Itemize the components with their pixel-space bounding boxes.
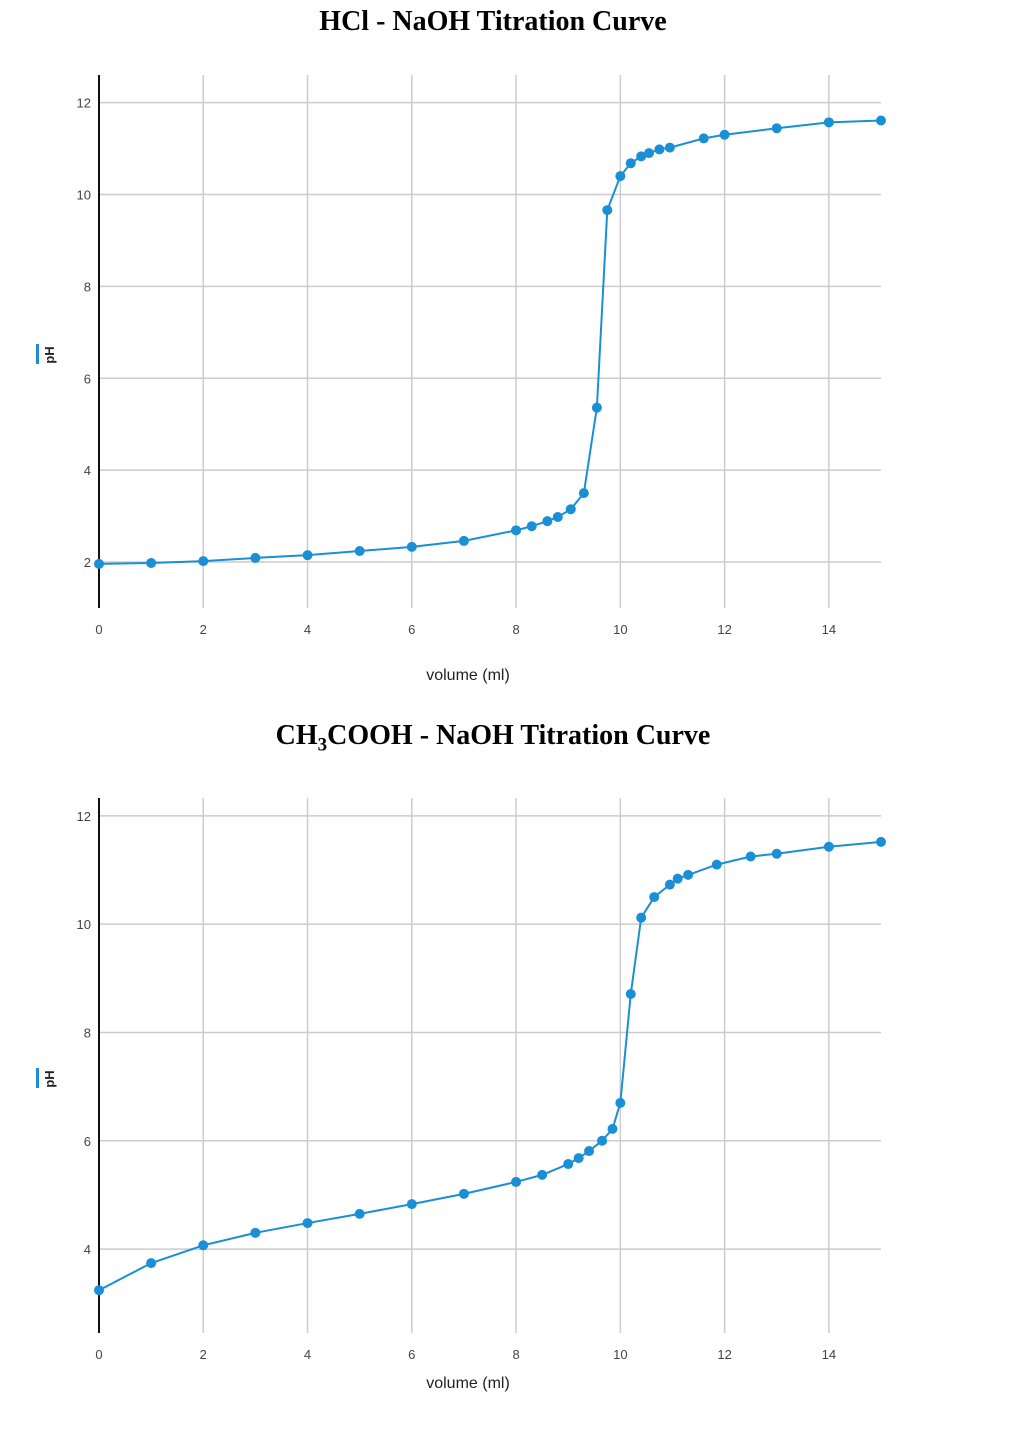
data-point [526, 521, 537, 532]
data-point [146, 557, 157, 568]
y-tick-label: 10 [77, 917, 91, 932]
data-point [664, 879, 675, 890]
data-point [719, 129, 730, 140]
data-point [644, 148, 655, 159]
x-tick-label: 12 [717, 622, 731, 637]
data-point [552, 512, 563, 523]
data-point [698, 133, 709, 144]
x-tick-label: 6 [408, 622, 415, 637]
y-tick-label: 6 [84, 1134, 91, 1149]
data-point [302, 1218, 313, 1229]
data-point [542, 516, 553, 527]
y-tick-label: 2 [84, 555, 91, 570]
y-tick-label: 4 [84, 1242, 91, 1257]
x-tick-label: 6 [408, 1347, 415, 1362]
data-point [406, 1199, 417, 1210]
data-point [876, 836, 886, 847]
x-tick-label: 2 [200, 1347, 207, 1362]
x-tick-label: 10 [613, 1347, 627, 1362]
data-point [250, 1227, 261, 1238]
data-point [537, 1169, 548, 1180]
y-tick-label: 8 [84, 1025, 91, 1040]
data-point [591, 402, 602, 413]
data-point [649, 892, 660, 903]
chart-2-title: CH3COOH - NaOH Titration Curve [0, 720, 986, 757]
data-point [615, 171, 626, 182]
x-tick-label: 4 [304, 622, 311, 637]
data-point [597, 1135, 608, 1146]
data-point [625, 158, 636, 169]
title-subscript: 3 [317, 734, 328, 756]
x-tick-label: 14 [822, 622, 836, 637]
data-point [406, 541, 417, 552]
y-axis-label: pH [42, 346, 57, 363]
data-point [563, 1159, 574, 1170]
data-point [636, 151, 647, 162]
y-tick-label: 12 [77, 809, 91, 824]
data-point [607, 1123, 618, 1134]
y-tick-label: 8 [84, 279, 91, 294]
data-point [573, 1153, 584, 1164]
x-tick-label: 8 [512, 1347, 519, 1362]
series-line [98, 840, 882, 1292]
x-tick-label: 8 [512, 622, 519, 637]
title-part: COOH - NaOH Titration Curve [327, 720, 711, 751]
data-point [625, 989, 636, 1000]
data-point [584, 1146, 595, 1157]
chart-1: 2 4 6 8 10 12 0 2 4 6 8 10 12 14 volume (ml) pH [36, 75, 886, 684]
data-point [302, 550, 313, 561]
data-point [745, 851, 756, 862]
y-tick-label: 12 [77, 96, 91, 111]
x-tick-label: 10 [613, 622, 627, 637]
data-point [876, 115, 886, 126]
y-legend-marker [36, 344, 39, 364]
data-point [458, 1188, 469, 1199]
data-point [711, 859, 722, 870]
series-line [98, 119, 882, 565]
data-point [578, 488, 589, 499]
y-tick-label: 10 [77, 187, 91, 202]
data-point [354, 1208, 365, 1219]
x-tick-label: 14 [822, 1347, 836, 1362]
data-point [146, 1258, 157, 1269]
x-axis-label: volume (ml) [426, 1375, 510, 1392]
title-part: CH [275, 720, 318, 751]
data-point [615, 1097, 626, 1108]
x-tick-label: 0 [95, 622, 102, 637]
data-point [771, 848, 782, 859]
data-point [664, 142, 675, 153]
chart-2: 4 6 8 10 12 0 2 4 6 8 10 12 14 volume (ml) pH [36, 798, 886, 1392]
data-point [250, 552, 261, 563]
data-point [565, 504, 576, 515]
y-tick-label: 6 [84, 371, 91, 386]
data-point [771, 123, 782, 134]
data-point [198, 1240, 209, 1251]
x-axis-label: volume (ml) [426, 667, 510, 684]
y-legend-marker [36, 1068, 39, 1088]
x-tick-label: 4 [304, 1347, 311, 1362]
y-tick-label: 4 [84, 463, 91, 478]
x-tick-label: 12 [717, 1347, 731, 1362]
data-point [636, 912, 647, 923]
data-point [654, 144, 665, 155]
chart-1-title: HCl - NaOH Titration Curve [319, 6, 667, 37]
x-tick-label: 0 [95, 1347, 102, 1362]
y-axis-label: pH [42, 1070, 57, 1087]
data-point [823, 841, 834, 852]
data-point [198, 556, 209, 567]
data-point [94, 558, 104, 569]
data-point [94, 1285, 104, 1296]
data-point [823, 117, 834, 128]
data-point [458, 535, 469, 546]
data-point [511, 1176, 522, 1187]
data-point [672, 873, 683, 884]
data-point [683, 869, 694, 880]
data-point [602, 205, 613, 216]
data-point [354, 546, 365, 557]
x-tick-label: 2 [200, 622, 207, 637]
data-point [511, 525, 522, 536]
